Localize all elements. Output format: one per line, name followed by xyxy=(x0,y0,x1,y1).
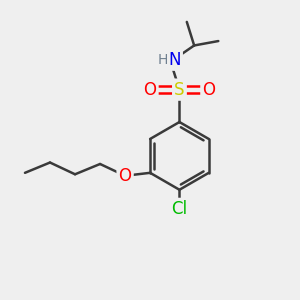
Text: O: O xyxy=(143,81,157,99)
Text: S: S xyxy=(174,81,185,99)
Text: O: O xyxy=(202,81,215,99)
Text: O: O xyxy=(118,167,132,185)
Text: N: N xyxy=(169,51,181,69)
Text: H: H xyxy=(157,53,168,67)
Text: Cl: Cl xyxy=(171,200,188,218)
